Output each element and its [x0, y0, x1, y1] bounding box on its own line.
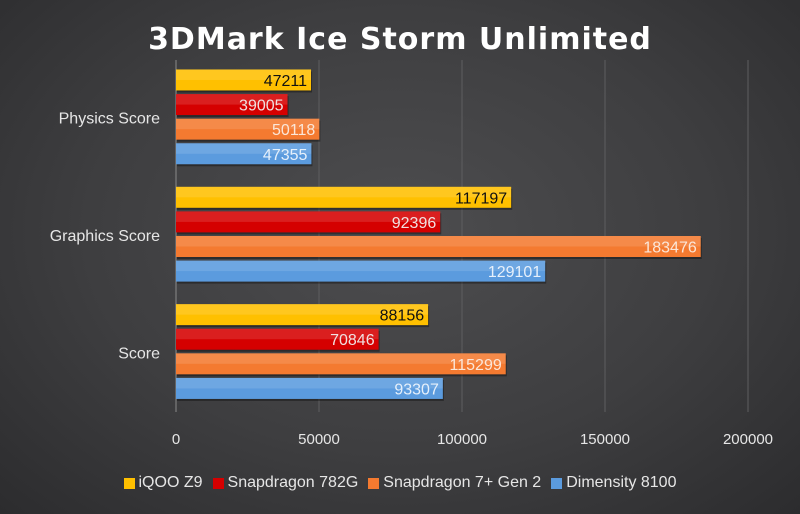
bar: [176, 304, 429, 326]
category-label: Score: [118, 345, 160, 362]
legend-label: Snapdragon 7+ Gen 2: [383, 474, 542, 491]
bar: [176, 211, 441, 233]
x-tick-label: 50000: [298, 431, 340, 448]
data-label: 88156: [380, 308, 425, 325]
x-tick-label: 100000: [437, 431, 487, 448]
data-label: 47211: [264, 73, 307, 90]
legend-swatch: [123, 477, 135, 489]
data-label: 50118: [272, 122, 315, 139]
data-label: 117197: [455, 190, 507, 207]
bar-highlight: [176, 94, 288, 105]
x-tick-label: 150000: [580, 431, 630, 448]
chart-title: 3DMark Ice Storm Unlimited: [148, 22, 652, 57]
legend-swatch: [551, 477, 563, 489]
legend-label: iQOO Z9: [138, 474, 203, 491]
bar-highlight: [176, 143, 312, 154]
bar-highlight: [176, 236, 701, 247]
legend-item: Snapdragon 7+ Gen 2: [368, 474, 541, 492]
bar-highlight: [176, 69, 312, 80]
bar-highlight: [176, 186, 512, 198]
legend: iQOO Z9 Snapdragon 782G Snapdragon 7+ Gen …: [0, 474, 800, 492]
bar-highlight: [176, 260, 546, 272]
legend-item: Snapdragon 782G: [212, 474, 359, 492]
data-label: 47355: [263, 147, 308, 164]
data-label: 129101: [488, 264, 541, 281]
data-label: 70846: [330, 332, 375, 349]
bar: [176, 236, 701, 257]
bar: [176, 260, 546, 282]
bar: [176, 69, 312, 91]
bar: [176, 118, 320, 140]
bar-highlight: [176, 118, 320, 130]
data-label: 93307: [394, 381, 439, 398]
bar: [176, 143, 312, 165]
data-label: 183476: [643, 240, 696, 257]
legend-item: iQOO Z9: [123, 474, 203, 492]
bar: [176, 94, 288, 116]
bar-highlight: [176, 211, 441, 222]
data-label: 39005: [239, 98, 284, 115]
category-label: Graphics Score: [50, 228, 160, 245]
legend-label: Dimensity 8100: [566, 474, 677, 491]
legend-label: Snapdragon 782G: [227, 474, 359, 491]
bar-highlight: [176, 304, 429, 315]
bar-highlight: [176, 353, 506, 364]
x-tick-label: 200000: [723, 431, 773, 448]
bar: [176, 186, 512, 208]
legend-swatch: [368, 477, 380, 489]
bar-highlight: [176, 377, 443, 389]
x-tick-label: 0: [172, 431, 180, 448]
bar: [176, 353, 506, 375]
bar: [176, 328, 379, 350]
category-label: Physics Score: [59, 111, 160, 128]
data-label: 92396: [392, 215, 437, 232]
legend-item: Dimensity 8100: [551, 474, 676, 492]
bar-highlight: [176, 328, 379, 340]
data-label: 115299: [450, 357, 502, 374]
legend-swatch: [212, 477, 224, 489]
bar: [176, 377, 443, 399]
